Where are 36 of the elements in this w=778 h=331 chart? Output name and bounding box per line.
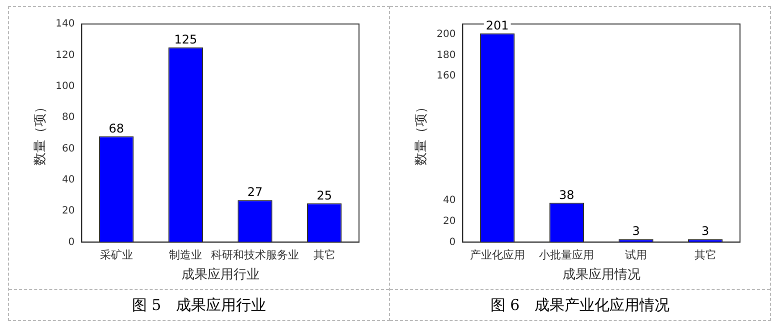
data-label: 3 (702, 224, 710, 238)
y-tick-label: 40 (62, 174, 75, 186)
x-tick-label: 试用 (625, 248, 648, 262)
y-tick-label: 60 (62, 143, 75, 154)
data-label: 125 (174, 32, 198, 47)
x-tick-label: 其它 (694, 248, 716, 262)
x-tick-label: 小批量应用 (539, 248, 594, 262)
data-label: 38 (559, 188, 574, 202)
data-label: 27 (247, 185, 263, 200)
x-axis-title: 成果应用行业 (181, 266, 260, 283)
y-tick-label: 80 (62, 112, 75, 124)
text: 图 6 成果产业化应用情况 (390, 289, 770, 320)
y-tick-label: 160 (436, 70, 456, 82)
y-tick-label: 20 (442, 216, 456, 228)
y-axis-title: 数量（项） (414, 100, 430, 166)
x-axis-title: 成果应用情况 (562, 266, 640, 283)
text: 图 5 成果应用行业 (9, 289, 389, 320)
x-tick-label: 产业化应用 (470, 248, 525, 262)
y-tick-label: 100 (56, 80, 75, 92)
data-label: 201 (486, 18, 509, 32)
y-tick-label: 0 (68, 236, 75, 248)
y-tick-label: 120 (56, 50, 75, 61)
data-label: 3 (632, 224, 640, 238)
y-tick-label: 140 (56, 18, 75, 30)
y-tick-label: 200 (436, 28, 456, 40)
x-tick-label: 科研和技术服务业 (211, 248, 300, 262)
y-tick-label: 20 (62, 206, 75, 217)
data-label: 68 (108, 121, 124, 136)
x-tick-label: 其它 (313, 248, 336, 262)
x-tick-label: 制造业 (169, 248, 202, 262)
y-tick-label: 180 (436, 50, 456, 61)
y-axis-title: 数量（项） (33, 100, 48, 166)
data-label: 25 (316, 188, 332, 202)
y-tick-label: 0 (449, 236, 456, 248)
x-tick-label: 采矿业 (100, 248, 133, 262)
y-tick-label: 40 (442, 195, 456, 206)
